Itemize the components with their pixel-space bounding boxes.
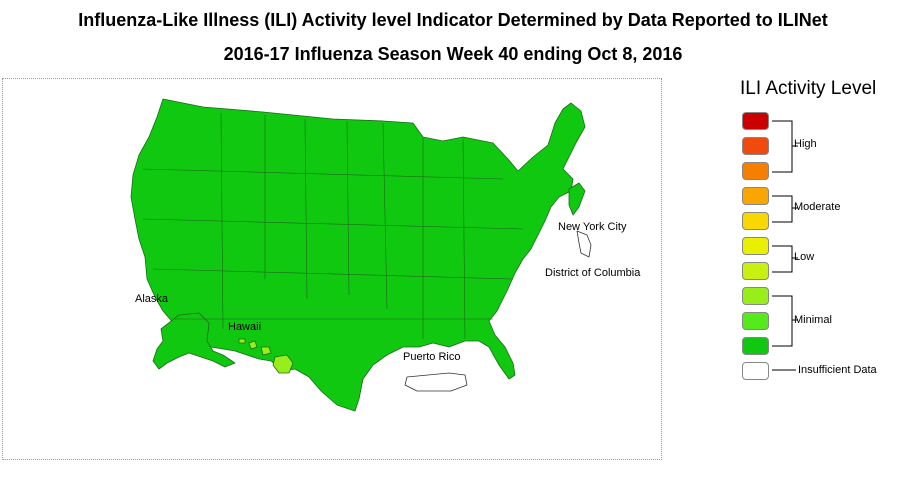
legend-swatch-minimal-1 (742, 287, 769, 305)
legend-swatch-moderate-2 (742, 212, 769, 230)
legend-swatch-minimal-3 (742, 337, 769, 355)
legend-brackets (772, 120, 798, 371)
legend-label-low: Low (794, 251, 815, 263)
legend-label-moderate: Moderate (794, 201, 841, 213)
new-york-city-shape (576, 230, 592, 258)
legend-swatch-insufficient (742, 362, 769, 380)
contiguous-us-shape (130, 98, 586, 412)
puerto-rico-label: Puerto Rico (403, 351, 461, 363)
alaska-label: Alaska (135, 293, 169, 305)
state-borders (142, 112, 524, 340)
legend-title: ILI Activity Level (740, 78, 877, 99)
hawaii-label: Hawaii (228, 321, 262, 333)
map-title: Influenza-Like Illness (ILI) Activity le… (78, 10, 828, 30)
map-panel: Alaska Hawaii Puerto Rico New York City … (2, 78, 662, 460)
legend-swatch-moderate-1 (742, 187, 769, 205)
northeast-coast-shape (568, 182, 586, 216)
legend-label-high: High (794, 138, 817, 150)
legend-swatch-low-1 (742, 237, 769, 255)
legend-swatch-high-1 (742, 112, 769, 130)
legend-swatch-low-2 (742, 262, 769, 280)
district-of-columbia-label: District of Columbia (545, 267, 641, 279)
legend-swatch-high-2 (742, 137, 769, 155)
legend-label-insufficient: Insufficient Data (798, 364, 877, 376)
legend: ILI Activity Level High Moderate Low Min… (730, 76, 900, 386)
hawaii-shape (238, 338, 294, 374)
us-map (130, 98, 592, 412)
legend-swatch-high-3 (742, 162, 769, 180)
puerto-rico-shape (404, 372, 468, 392)
new-york-city-label: New York City (558, 221, 627, 233)
legend-label-minimal: Minimal (794, 314, 832, 326)
legend-swatch-minimal-2 (742, 312, 769, 330)
map-subtitle: 2016-17 Influenza Season Week 40 ending … (223, 44, 683, 64)
alaska-shape (152, 312, 236, 370)
